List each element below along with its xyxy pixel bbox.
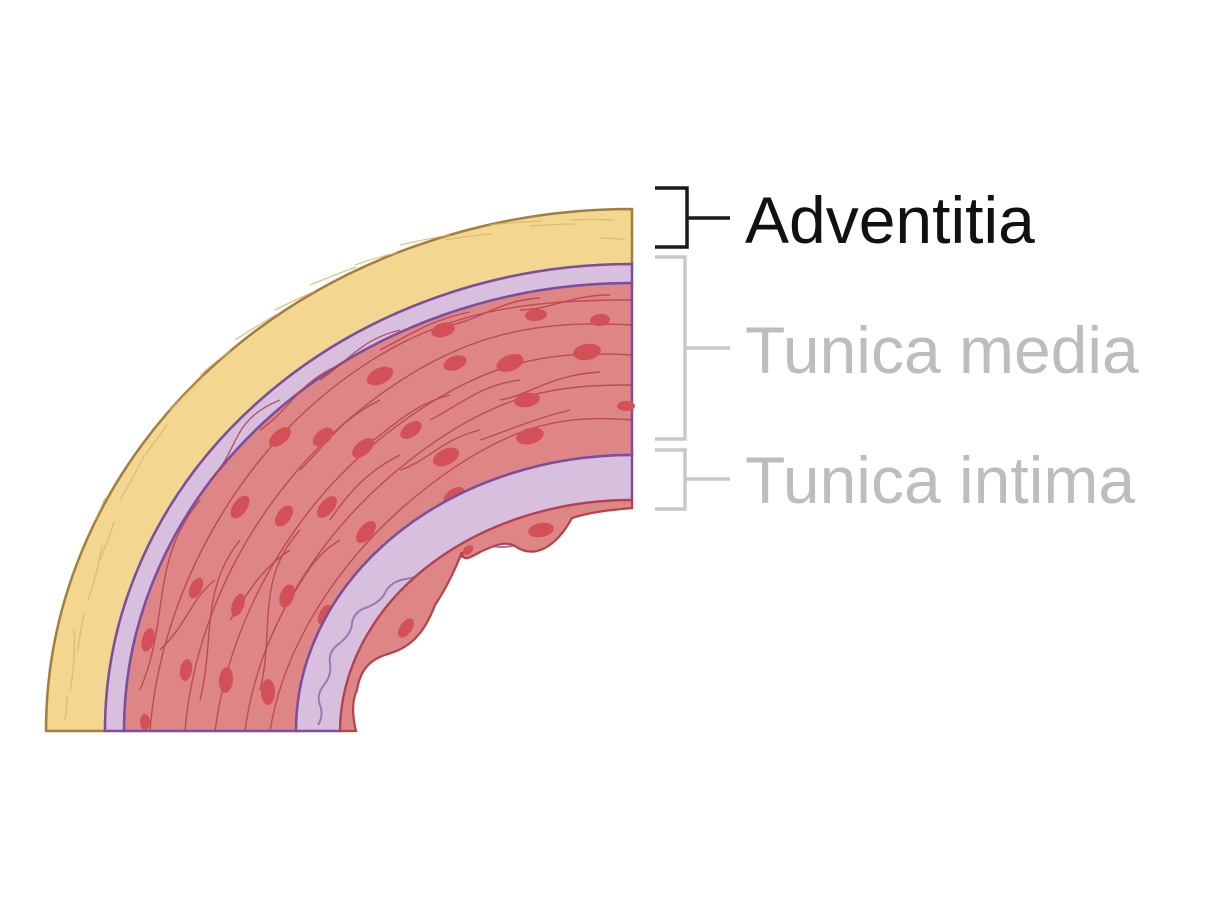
adventitia-label: Adventitia	[745, 183, 1035, 257]
tunica-media-bracket	[655, 255, 730, 441]
tunica-media-label: Tunica media	[745, 313, 1139, 387]
endothelial-nuclei	[398, 522, 554, 638]
adventitia-fiber-texture	[64, 218, 627, 721]
tunica-intima-label: Tunica intima	[745, 443, 1135, 517]
tunica-intima-bracket	[655, 448, 730, 511]
endothelium-layer	[338, 498, 634, 733]
smooth-muscle-cell-lines	[139, 294, 633, 732]
adventitia-bracket	[655, 186, 730, 249]
